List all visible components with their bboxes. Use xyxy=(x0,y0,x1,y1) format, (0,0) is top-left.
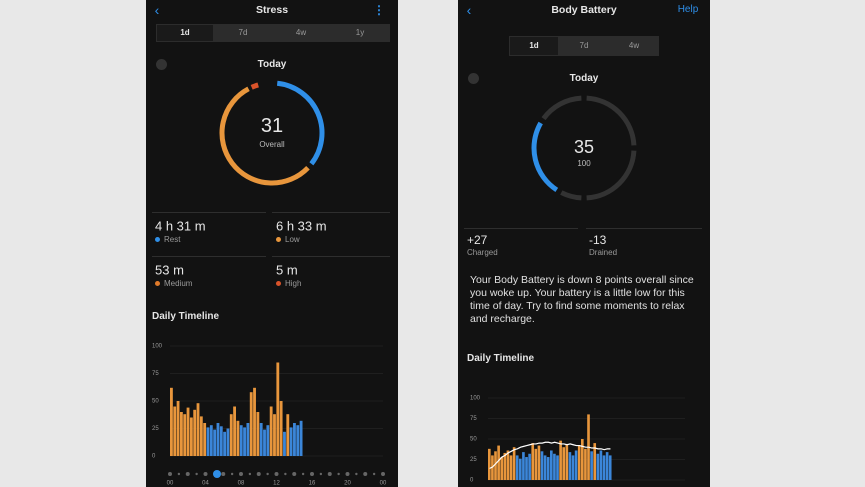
legend-dot xyxy=(276,237,281,243)
gauge-value: 31 xyxy=(260,115,284,137)
tab[interactable]: 4w xyxy=(628,41,640,50)
stat-label: Charged xyxy=(467,248,498,257)
tab[interactable]: 1y xyxy=(355,28,365,37)
divider xyxy=(586,228,702,229)
stat-label-text: Low xyxy=(285,235,300,244)
gauge-label: Overall xyxy=(259,140,285,149)
section-title: Daily Timeline xyxy=(152,311,220,322)
tab[interactable]: 1d xyxy=(180,28,190,37)
day-label: Today xyxy=(257,59,287,70)
stat-label: Rest xyxy=(155,236,180,244)
gauge-max: 100 xyxy=(577,159,591,168)
menu-button[interactable]: ⋮ xyxy=(373,3,385,17)
tab[interactable]: 1d xyxy=(529,41,539,50)
tab-selected xyxy=(157,25,213,41)
stat-label-text: Medium xyxy=(164,279,193,288)
stat-label: Low xyxy=(276,236,300,244)
divider xyxy=(272,212,390,213)
screen-title: Stress xyxy=(255,3,289,16)
back-button[interactable]: ‹ xyxy=(154,2,160,18)
body-battery-screen xyxy=(458,0,710,487)
prev-day-button[interactable] xyxy=(156,59,167,70)
tab-bar xyxy=(156,24,390,42)
legend-dot xyxy=(155,237,160,243)
prev-day-button[interactable] xyxy=(468,73,479,84)
tab-selected xyxy=(510,37,558,55)
help-button[interactable]: Help xyxy=(677,4,699,15)
stat-value: 5 m xyxy=(276,262,298,278)
divider xyxy=(152,256,266,257)
summary-text: Your Body Battery is down 8 points overa… xyxy=(470,274,694,325)
tab[interactable]: 7d xyxy=(238,28,248,37)
stat-value: -13 xyxy=(589,233,607,247)
screen-title: Body Battery xyxy=(551,3,617,16)
day-label: Today xyxy=(569,73,599,84)
legend-dot xyxy=(155,281,160,287)
stat-label: Medium xyxy=(155,280,192,288)
gauge-value: 35 xyxy=(573,137,595,157)
stat-value: +27 xyxy=(467,233,488,247)
stat-label-text: High xyxy=(285,279,302,288)
stat-label-text: Rest xyxy=(164,235,181,244)
divider xyxy=(152,212,266,213)
stat-value: 53 m xyxy=(155,262,184,278)
divider xyxy=(464,228,578,229)
legend-dot xyxy=(276,281,281,287)
stat-label: Drained xyxy=(589,248,618,257)
tab[interactable]: 4w xyxy=(295,28,307,37)
section-title: Daily Timeline xyxy=(467,353,535,364)
back-button[interactable]: ‹ xyxy=(466,2,472,18)
stat-value: 4 h 31 m xyxy=(155,218,206,234)
stat-value: 6 h 33 m xyxy=(276,218,327,234)
divider xyxy=(272,256,390,257)
stress-screen xyxy=(146,0,398,487)
tab[interactable]: 7d xyxy=(579,41,589,50)
stat-label: High xyxy=(276,280,301,288)
